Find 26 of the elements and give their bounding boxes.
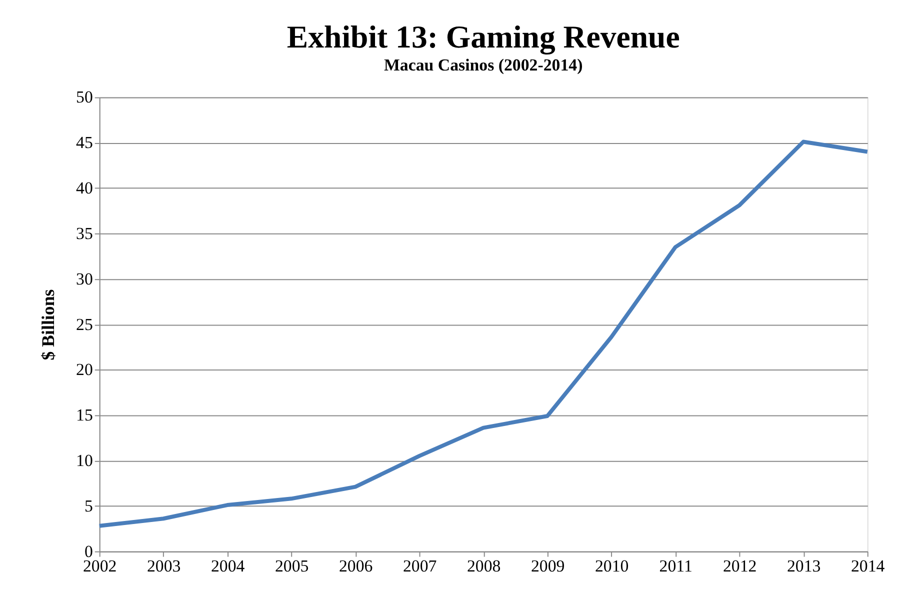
x-tick-label: 2010 bbox=[594, 556, 629, 576]
x-tick-label: 2004 bbox=[210, 556, 246, 576]
y-tick-label: 35 bbox=[76, 224, 93, 243]
x-tick-label: 2006 bbox=[338, 556, 373, 576]
chart-subtitle: Macau Casinos (2002-2014) bbox=[384, 55, 583, 74]
y-tick-label: 25 bbox=[76, 314, 93, 334]
line-series bbox=[97, 140, 870, 528]
y-tick-label: 20 bbox=[76, 360, 93, 380]
x-tick-label: 2008 bbox=[466, 556, 501, 576]
x-tick-label: 2013 bbox=[786, 556, 821, 576]
y-tick-label: 5 bbox=[84, 496, 93, 516]
y-tick-label: 45 bbox=[76, 133, 93, 152]
x-tick-label: 2012 bbox=[722, 556, 757, 576]
x-tick-label: 2003 bbox=[146, 556, 181, 576]
x-tick-label: 2014 bbox=[850, 556, 886, 576]
y-axis-title: $ Billions bbox=[38, 289, 58, 360]
y-tick-label: 50 bbox=[76, 88, 93, 107]
y-tick-label: 40 bbox=[76, 178, 93, 198]
x-tick-label: 2005 bbox=[274, 556, 309, 576]
y-tick-label: 15 bbox=[76, 406, 93, 425]
chart-title: Exhibit 13: Gaming Revenue bbox=[286, 20, 680, 56]
y-tick-label: 30 bbox=[76, 269, 93, 288]
x-tick-label: 2007 bbox=[402, 556, 437, 576]
y-tick-label: 10 bbox=[76, 450, 93, 470]
x-tick-label: 2011 bbox=[659, 556, 692, 576]
x-tick-label: 2009 bbox=[530, 556, 565, 576]
